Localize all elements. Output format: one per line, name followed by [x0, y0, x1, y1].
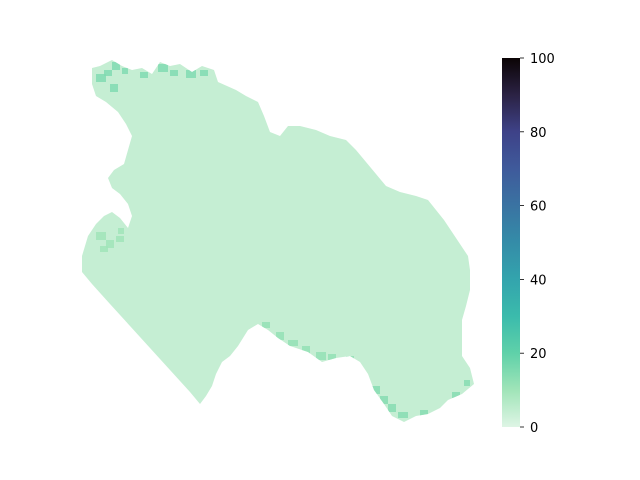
colorbar-ticks: 0 20 40 60 80 100 [520, 52, 555, 436]
highlight-patch-northwest-edge [158, 64, 168, 72]
colorbar-tick-label: 20 [530, 347, 547, 362]
colorbar-tick-label: 100 [530, 52, 555, 67]
highlight-patch-northwest-edge [96, 74, 106, 82]
highlight-patch-west-bulge [106, 240, 114, 248]
colorbar: 0 20 40 60 80 100 [502, 52, 555, 436]
highlight-patch-southeast-edge [452, 392, 460, 398]
map-area [82, 60, 474, 422]
highlight-patch-southern-valley [276, 332, 284, 340]
highlight-patch-northwest-edge [110, 84, 118, 92]
highlight-patch-southeast-edge [380, 396, 388, 404]
highlight-patch-southern-valley [302, 346, 310, 354]
highlight-patch-southern-valley [288, 340, 298, 346]
highlight-patch-west-bulge [118, 228, 124, 234]
highlight-patch-southeast-edge [388, 404, 396, 412]
highlight-patch-northwest-edge [200, 70, 208, 76]
highlight-patch-southern-valley [346, 356, 354, 362]
highlight-patch-west-bulge [100, 246, 108, 252]
highlight-patch-southeast-edge [372, 386, 380, 394]
highlight-patch-southeast-edge [398, 412, 408, 418]
highlight-patch-southern-valley [328, 354, 336, 360]
highlight-patch-southern-valley [316, 352, 326, 360]
highlight-patch-west-bulge [96, 232, 106, 240]
highlight-patch-northwest-edge [112, 62, 120, 70]
highlight-patch-west-bulge [116, 236, 124, 242]
highlight-patch-northwest-edge [170, 70, 178, 76]
colorbar-tick-label: 80 [530, 126, 547, 141]
highlight-patch-northwest-edge [186, 70, 196, 78]
highlight-patch-northwest-edge [122, 68, 128, 74]
highlight-patch-southern-valley [262, 322, 270, 328]
highlight-patch-southeast-edge [464, 380, 470, 386]
highlight-patch-northwest-edge [104, 70, 112, 76]
highlight-patch-northwest-edge [140, 72, 148, 78]
colorbar-gradient [502, 58, 520, 427]
region-shape [82, 60, 474, 422]
highlight-patch-southeast-edge [420, 410, 428, 416]
colorbar-tick-label: 0 [530, 421, 538, 436]
colorbar-tick-label: 60 [530, 200, 547, 215]
region-highlights [96, 62, 470, 418]
colorbar-tick-label: 40 [530, 273, 547, 288]
